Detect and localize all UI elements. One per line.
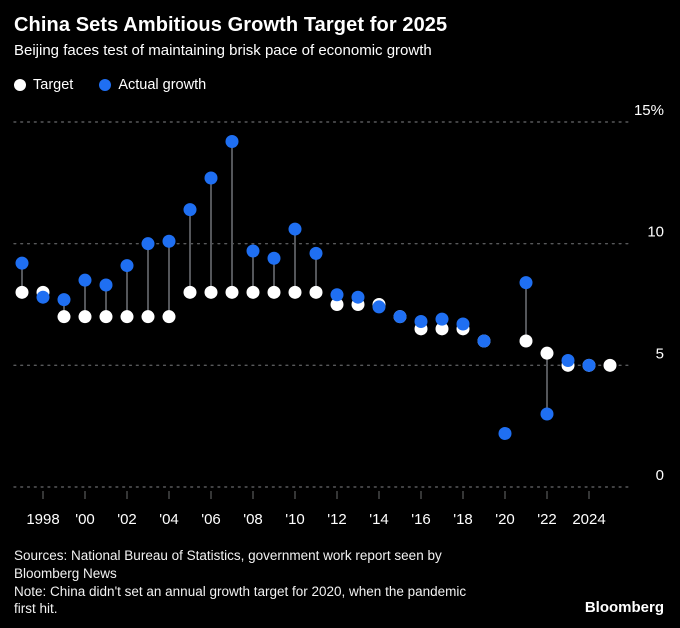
- actual-point: [414, 315, 428, 329]
- actual-point: [267, 251, 281, 265]
- bloomberg-logo: Bloomberg: [584, 599, 664, 616]
- target-dot-icon: [14, 79, 26, 91]
- target-point: [204, 285, 218, 299]
- actual-point: [561, 353, 575, 367]
- y-axis-label: 10: [647, 224, 664, 241]
- actual-point: [498, 426, 512, 440]
- x-axis-label: '10: [285, 511, 305, 528]
- actual-point: [36, 290, 50, 304]
- target-point: [540, 346, 554, 360]
- x-axis-label: '16: [411, 511, 431, 528]
- target-point: [225, 285, 239, 299]
- target-point: [78, 310, 92, 324]
- note-text: Note: China didn't set an annual growth …: [14, 583, 467, 617]
- target-point: [519, 334, 533, 348]
- actual-point: [183, 203, 197, 217]
- y-axis-label: 5: [656, 345, 664, 362]
- actual-dot-icon: [99, 79, 112, 91]
- x-axis-label: '18: [453, 511, 473, 528]
- page-subtitle: Beijing faces test of maintaining brisk …: [14, 42, 432, 59]
- x-axis-label: 2024: [572, 511, 605, 528]
- y-axis-label: 15%: [634, 102, 664, 119]
- x-axis-label: '22: [537, 511, 557, 528]
- x-axis-label: '14: [369, 511, 389, 528]
- actual-point: [477, 334, 491, 348]
- target-point: [99, 310, 113, 324]
- actual-point: [15, 256, 29, 270]
- actual-point: [288, 222, 302, 236]
- target-point: [330, 298, 344, 311]
- target-point: [246, 285, 260, 299]
- x-axis-label: 1998: [26, 511, 59, 528]
- actual-point: [78, 273, 92, 287]
- actual-point: [393, 310, 407, 324]
- legend-item-target: Target: [14, 77, 73, 93]
- actual-point: [141, 237, 155, 251]
- legend-label-actual: Actual growth: [118, 77, 207, 93]
- actual-point: [351, 290, 365, 304]
- actual-point: [99, 278, 113, 292]
- target-point: [141, 310, 155, 324]
- x-axis-label: '02: [117, 511, 137, 528]
- actual-point: [582, 358, 596, 372]
- x-axis-label: '04: [159, 511, 179, 528]
- target-point: [435, 322, 449, 336]
- actual-point: [540, 407, 554, 421]
- target-point: [309, 285, 323, 299]
- actual-point: [246, 244, 260, 258]
- actual-point: [309, 246, 323, 260]
- actual-point: [225, 134, 239, 148]
- target-point: [162, 310, 176, 324]
- x-axis-label: '08: [243, 511, 263, 528]
- legend-item-actual: Actual growth: [99, 77, 206, 93]
- sources-text: Sources: National Bureau of Statistics, …: [14, 548, 442, 581]
- chart-footer: Sources: National Bureau of Statistics, …: [14, 547, 476, 618]
- target-point: [288, 285, 302, 299]
- legend-label-target: Target: [33, 77, 74, 93]
- y-axis-label: 0: [656, 467, 664, 484]
- x-axis-label: '20: [495, 511, 515, 528]
- x-axis-label: '00: [75, 511, 95, 528]
- actual-point: [204, 171, 218, 185]
- target-point: [15, 285, 29, 299]
- actual-point: [162, 234, 176, 248]
- actual-point: [435, 312, 449, 326]
- target-point: [183, 285, 197, 299]
- target-point: [120, 310, 134, 324]
- legend: Target Actual growth: [14, 77, 206, 93]
- x-axis-label: '12: [327, 511, 347, 528]
- x-axis-label: '06: [201, 511, 221, 528]
- target-point: [267, 285, 281, 299]
- actual-point: [372, 300, 386, 314]
- target-point: [603, 358, 617, 372]
- actual-point: [120, 259, 134, 273]
- actual-point: [57, 293, 71, 307]
- actual-point: [519, 276, 533, 290]
- page-title: China Sets Ambitious Growth Target for 2…: [14, 14, 448, 36]
- target-point: [57, 310, 71, 324]
- actual-point: [456, 317, 470, 331]
- actual-point: [330, 288, 344, 302]
